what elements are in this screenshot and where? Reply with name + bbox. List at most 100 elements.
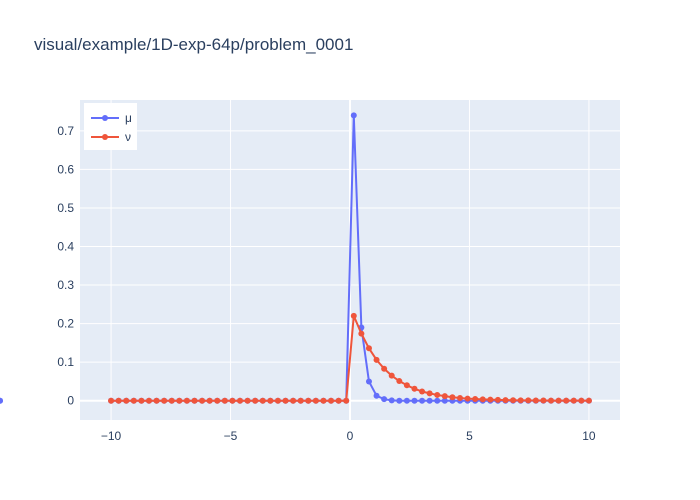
data-point xyxy=(403,382,410,389)
data-point xyxy=(381,396,388,403)
axis-layer: −10 −5 0 5 10 0 0.1 0.2 0.3 0.4 0.5 0.6 0.7 xyxy=(57,124,596,443)
data-point xyxy=(282,397,289,404)
data-point xyxy=(335,397,342,404)
data-point xyxy=(244,397,251,404)
data-point xyxy=(525,397,532,404)
data-point xyxy=(411,385,418,392)
y-tick-label: 0.4 xyxy=(57,240,74,254)
series-layer xyxy=(0,112,592,404)
data-point xyxy=(456,395,463,402)
data-point xyxy=(365,378,372,385)
data-point xyxy=(578,397,585,404)
data-point xyxy=(396,378,403,385)
data-point xyxy=(411,397,418,404)
chart-title: visual/example/1D-exp-64p/problem_0001 xyxy=(34,35,353,54)
data-point xyxy=(388,372,395,379)
data-point xyxy=(0,397,3,404)
data-point xyxy=(548,397,555,404)
data-point xyxy=(585,397,592,404)
data-point xyxy=(396,397,403,404)
data-point xyxy=(229,397,236,404)
data-point xyxy=(373,392,380,399)
data-point xyxy=(517,397,524,404)
data-point xyxy=(570,397,577,404)
data-point xyxy=(161,397,168,404)
data-point xyxy=(373,356,380,363)
data-point xyxy=(464,395,471,402)
data-point xyxy=(290,397,297,404)
data-point xyxy=(328,397,335,404)
x-tick-label: −5 xyxy=(224,429,238,443)
data-point xyxy=(115,397,122,404)
data-point xyxy=(138,397,145,404)
data-point xyxy=(183,397,190,404)
data-point xyxy=(487,396,494,403)
x-tick-label: −10 xyxy=(101,429,122,443)
y-tick-label: 0.1 xyxy=(57,355,74,369)
data-point xyxy=(510,397,517,404)
x-tick-label: 10 xyxy=(582,429,596,443)
data-point xyxy=(419,388,426,395)
legend-label: μ xyxy=(125,111,132,125)
data-point xyxy=(434,391,441,398)
data-point xyxy=(350,112,357,119)
data-point xyxy=(297,397,304,404)
legend: μν xyxy=(84,103,137,150)
data-point xyxy=(532,397,539,404)
data-point xyxy=(153,397,160,404)
data-point xyxy=(502,397,509,404)
data-point xyxy=(419,397,426,404)
legend-label: ν xyxy=(125,130,131,144)
data-point xyxy=(350,312,357,319)
y-tick-label: 0.5 xyxy=(57,201,74,215)
data-point xyxy=(358,330,365,337)
data-point xyxy=(494,396,501,403)
data-point xyxy=(449,394,456,401)
data-point xyxy=(214,397,221,404)
data-point xyxy=(343,397,350,404)
data-point xyxy=(403,397,410,404)
data-point xyxy=(199,397,206,404)
data-point xyxy=(426,390,433,397)
data-point xyxy=(221,397,228,404)
data-point xyxy=(312,397,319,404)
x-tick-label: 0 xyxy=(347,429,354,443)
y-tick-label: 0.2 xyxy=(57,317,74,331)
y-tick-label: 0.7 xyxy=(57,124,74,138)
data-point xyxy=(130,397,137,404)
data-point xyxy=(563,397,570,404)
legend-marker xyxy=(102,134,108,140)
data-point xyxy=(259,397,266,404)
data-point xyxy=(365,345,372,352)
data-point xyxy=(123,397,130,404)
data-point xyxy=(479,396,486,403)
data-point xyxy=(237,397,244,404)
y-tick-label: 0.3 xyxy=(57,278,74,292)
series-line-2 xyxy=(111,314,589,402)
data-point xyxy=(388,397,395,404)
data-point xyxy=(434,397,441,404)
data-point xyxy=(168,397,175,404)
data-point xyxy=(381,365,388,372)
legend-box xyxy=(84,103,137,150)
data-point xyxy=(305,397,312,404)
y-tick-label: 0.6 xyxy=(57,162,74,176)
data-point xyxy=(267,397,274,404)
data-point xyxy=(274,397,281,404)
data-point xyxy=(145,397,152,404)
data-point xyxy=(441,397,448,404)
data-point xyxy=(320,397,327,404)
data-point xyxy=(540,397,547,404)
data-point xyxy=(108,397,115,404)
data-point xyxy=(176,397,183,404)
data-point xyxy=(555,397,562,404)
data-point xyxy=(206,397,213,404)
data-point xyxy=(426,397,433,404)
legend-marker xyxy=(102,115,108,121)
data-point xyxy=(441,393,448,400)
data-point xyxy=(252,397,259,404)
data-point xyxy=(191,397,198,404)
data-point xyxy=(472,396,479,403)
y-tick-label: 0 xyxy=(67,394,74,408)
